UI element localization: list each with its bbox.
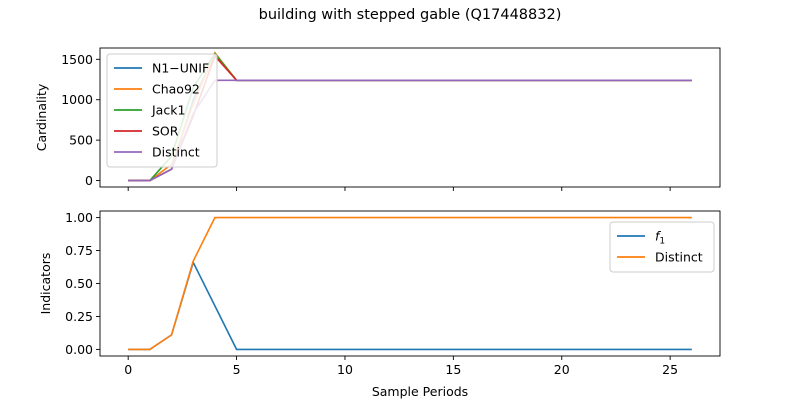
x-tick-label: 20: [554, 362, 570, 377]
y-tick-label: 0: [85, 173, 93, 188]
x-tick-label: 5: [233, 362, 241, 377]
x-tick-label: 10: [337, 362, 353, 377]
legend-box: [106, 53, 218, 168]
series-line-0-4: [128, 79, 692, 182]
legend-label: Chao92: [152, 82, 200, 97]
y-tick-label: 1000: [61, 92, 93, 107]
y-tick-label: 0.50: [65, 276, 93, 291]
x-axis-label: Sample Periods: [372, 384, 468, 399]
legend-label: Jack1: [151, 103, 185, 118]
y-tick-label: 0.25: [65, 309, 93, 324]
y-tick-label: 1500: [61, 52, 93, 67]
legend-label: SOR: [152, 124, 179, 139]
legend-label: N1−UNIF: [152, 61, 209, 76]
series-line-1-1: [128, 216, 692, 351]
indicators-panel: 0.00 0.25 0.50 0.75 1.00 0 5 10 15 20 25 Indicators…: [38, 210, 721, 399]
series-line-1-0: [128, 260, 692, 351]
axes-frame: [99, 47, 721, 188]
y-tick-label: 500: [69, 133, 93, 148]
legend-box: [609, 221, 715, 273]
x-tick-label: 25: [662, 362, 678, 377]
x-tick-label: 15: [445, 362, 461, 377]
x-tick-label: 0: [124, 362, 132, 377]
y-tick-label: 0.75: [65, 243, 93, 258]
figure-title: building with stepped gable (Q17448832): [259, 7, 562, 23]
y-tick-label: 1.00: [65, 210, 93, 225]
y-axis-label: Indicators: [38, 253, 53, 315]
y-axis-label: Cardinality: [34, 83, 49, 151]
cardinality-panel: 0 500 1000 1500 Cardinality N1−UNIF Chao92 Jack…: [34, 47, 721, 191]
legend: N1−UNIF Chao92 Jack1 SOR Distinct: [106, 53, 218, 168]
y-tick-label: 0.00: [65, 342, 93, 357]
legend: f1 Distinct: [609, 221, 715, 273]
legend-label: Distinct: [655, 250, 703, 265]
legend-label: f1: [655, 229, 665, 247]
legend-label: Distinct: [152, 145, 200, 160]
